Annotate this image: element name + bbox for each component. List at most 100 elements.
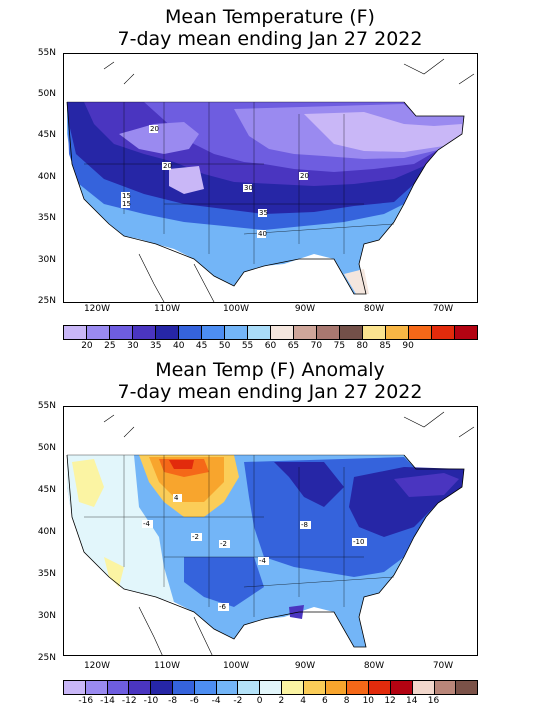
top-lon-label: 70W [432,304,454,314]
anom-region-gulf [289,605,304,619]
top-map-svg: 20 20 20 30 15 15 35 40 [66,58,475,302]
top-contour-label: 20 [163,162,172,170]
bottom-lat-label: 35N [37,569,56,579]
colorbar-swatch [156,326,179,339]
bottom-contour-label: -4 [259,557,267,565]
colorbar-tick-label: 60 [264,341,277,351]
colorbar-swatch [107,681,130,694]
colorbar-tick-label: 65 [287,341,300,351]
bottom-lat-label: 55N [37,401,56,411]
temp-region-cold-core [119,122,199,154]
colorbar-swatch [369,681,391,694]
top-contour-label: 40 [258,230,267,238]
colorbar-swatch [216,681,239,694]
colorbar-swatch [390,681,413,694]
bottom-lon-label: 80W [363,661,385,671]
colorbar-tick-label: 45 [195,341,208,351]
top-map-panel: 20 20 20 30 15 15 35 40 [63,53,478,303]
bottom-contour-label: -10 [353,538,364,546]
top-lat-label: 45N [37,130,56,140]
colorbar-swatch [386,326,409,339]
colorbar-swatch [317,326,340,339]
colorbar-swatch [238,681,261,694]
top-title: Mean Temperature (F) 7-day mean ending J… [0,6,540,50]
bottom-colorbar [63,680,478,695]
colorbar-tick-label: 35 [150,341,162,351]
colorbar-tick-label: 0 [256,696,263,706]
top-title-line1: Mean Temperature (F) [165,6,375,28]
bottom-lat-label: 45N [37,485,56,495]
colorbar-swatch [260,681,282,694]
top-contour-label: 35 [259,209,268,217]
colorbar-swatch [87,326,110,339]
colorbar-swatch [456,681,478,694]
top-lat-label: 30N [37,255,56,265]
bottom-contour-label: -8 [301,521,308,529]
bottom-lon-label: 70W [432,661,454,671]
colorbar-swatch [151,681,173,694]
top-coastline [66,101,465,295]
colorbar-tick-label: 75 [333,341,346,351]
colorbar-tick-label: 40 [172,341,185,351]
colorbar-tick-label: 6 [321,696,328,706]
colorbar-tick-label: 85 [379,341,391,351]
colorbar-tick-label: -10 [143,696,159,706]
colorbar-swatch [202,326,225,339]
temp-region-10 [304,112,462,152]
colorbar-tick-label: 4 [300,696,306,706]
colorbar-tick-label: -12 [121,696,137,706]
bottom-lat-label: 25N [37,653,56,663]
bottom-lat-label: 30N [37,611,56,621]
top-contour-label: 30 [244,184,253,192]
colorbar-swatch [179,326,202,339]
bottom-contour-label: -4 [143,520,151,528]
colorbar-swatch [347,681,370,694]
top-lon-label: 90W [294,304,316,314]
top-contour-labels: 20 20 20 30 15 15 35 40 [121,125,309,238]
colorbar-tick-label: 25 [104,341,116,351]
colorbar-swatch [455,326,477,339]
colorbar-swatch [434,681,457,694]
colorbar-tick-label: -16 [78,696,94,706]
colorbar-swatch [412,681,435,694]
colorbar-swatch [409,326,432,339]
colorbar-tick-label: -14 [100,696,115,706]
bottom-coastline [66,454,465,648]
colorbar-swatch [294,326,317,339]
colorbar-tick-label: -8 [168,696,178,706]
colorbar-swatch [194,681,217,694]
top-contour-label: 20 [150,125,159,133]
colorbar-swatch [133,326,156,339]
top-lat-label: 40N [37,172,56,182]
top-state-lines [67,101,404,264]
bottom-lon-label: 110W [153,661,181,671]
colorbar-swatch [248,326,271,339]
bottom-contour-label: -2 [220,540,227,548]
top-contour-label: 20 [300,172,309,180]
colorbar-swatch [340,326,363,339]
colorbar-swatch [110,326,133,339]
bottom-title: Mean Temp (F) Anomaly 7-day mean ending … [0,359,540,403]
bottom-lat-label: 50N [37,443,56,453]
colorbar-swatch [281,681,304,694]
bottom-map-panel: 4 -4 -2 -2 -8 -4 -10 -6 [63,406,478,656]
anom-region-ne-core [394,473,459,497]
colorbar-tick-label: 30 [127,341,139,351]
colorbar-swatch [363,326,386,339]
bottom-title-line2: 7-day mean ending Jan 27 2022 [117,381,423,403]
colorbar-swatch [64,326,87,339]
colorbar-swatch [432,326,455,339]
colorbar-swatch [303,681,326,694]
top-contour-label: 15 [122,192,131,200]
colorbar-tick-label: 16 [427,696,440,706]
colorbar-tick-label: -2 [233,696,243,706]
colorbar-tick-label: 10 [362,696,375,706]
bottom-lon-label: 120W [83,661,111,671]
colorbar-tick-label: 70 [310,341,323,351]
colorbar-swatch [225,326,248,339]
colorbar-tick-label: 14 [406,696,418,706]
top-lat-label: 50N [37,89,56,99]
top-title-line2: 7-day mean ending Jan 27 2022 [117,28,423,50]
top-lat-label: 35N [37,213,56,223]
colorbar-swatch [271,326,294,339]
